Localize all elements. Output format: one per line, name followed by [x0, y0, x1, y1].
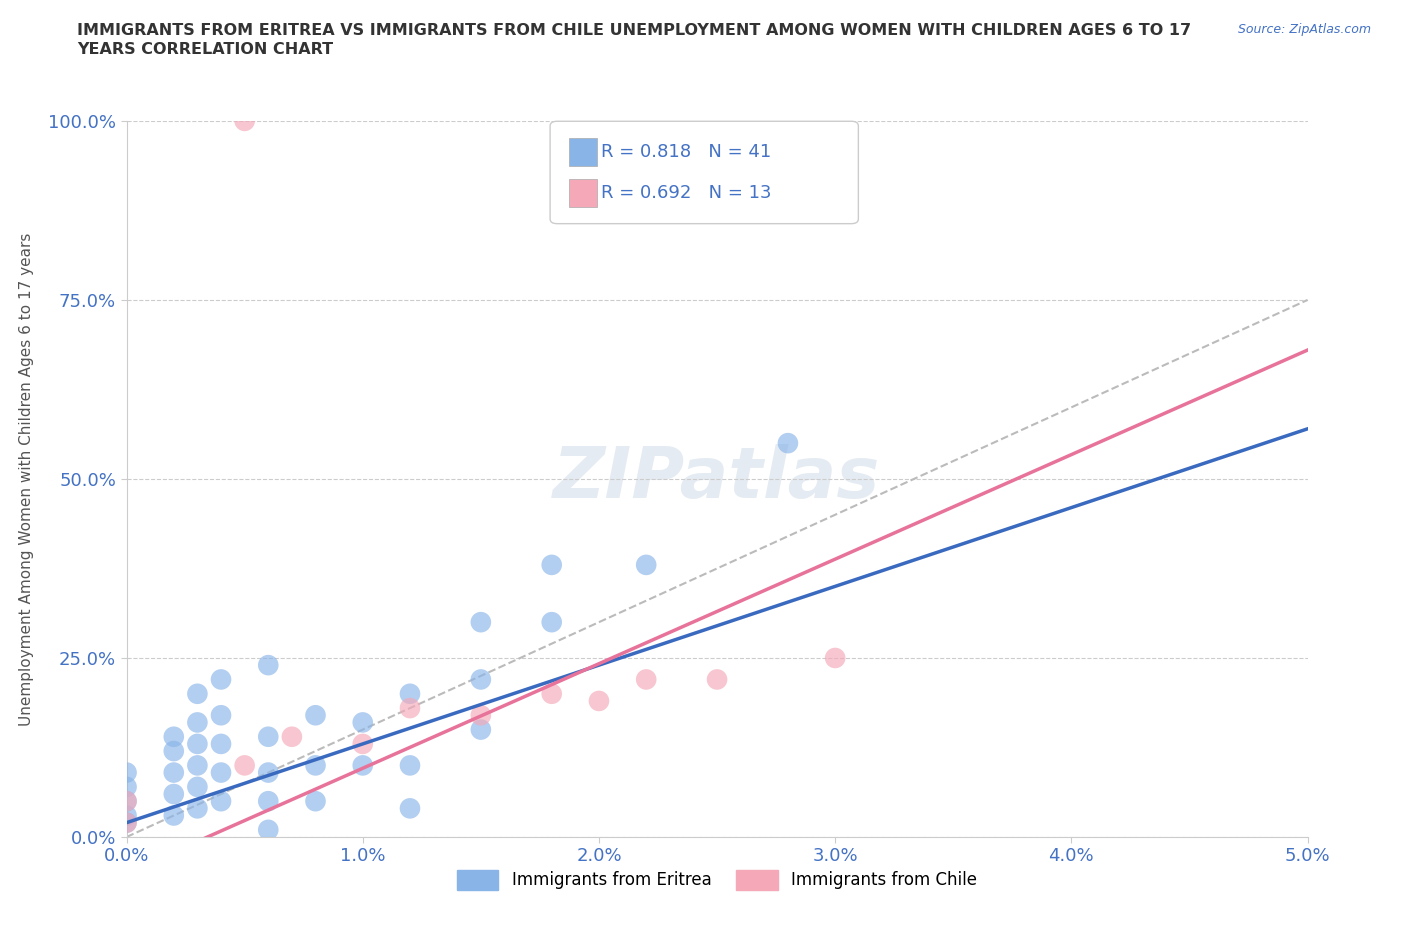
Immigrants from Chile [588, 694, 610, 709]
Immigrants from Eritrea [163, 744, 186, 759]
Immigrants from Chile [824, 651, 846, 666]
Immigrants from Eritrea [470, 722, 492, 737]
Immigrants from Chile [706, 672, 728, 687]
Immigrants from Eritrea [186, 779, 208, 794]
Legend: Immigrants from Eritrea, Immigrants from Chile: Immigrants from Eritrea, Immigrants from… [450, 863, 984, 897]
Immigrants from Eritrea [163, 808, 186, 823]
Immigrants from Eritrea [115, 808, 138, 823]
Immigrants from Eritrea [163, 787, 186, 802]
Immigrants from Eritrea [115, 779, 138, 794]
Immigrants from Eritrea [399, 758, 422, 773]
Immigrants from Eritrea [304, 794, 326, 809]
Immigrants from Chile [115, 794, 138, 809]
Immigrants from Eritrea [257, 794, 280, 809]
Immigrants from Eritrea [257, 822, 280, 837]
Immigrants from Chile [470, 708, 492, 723]
Immigrants from Chile [399, 700, 422, 715]
Text: YEARS CORRELATION CHART: YEARS CORRELATION CHART [77, 42, 333, 57]
Immigrants from Chile [233, 113, 256, 128]
Immigrants from Eritrea [304, 758, 326, 773]
Text: R = 0.818   N = 41: R = 0.818 N = 41 [602, 143, 772, 161]
Immigrants from Chile [352, 737, 374, 751]
Immigrants from Eritrea [540, 615, 562, 630]
Immigrants from Chile [540, 686, 562, 701]
Immigrants from Eritrea [186, 801, 208, 816]
Immigrants from Eritrea [304, 708, 326, 723]
Immigrants from Eritrea [163, 765, 186, 780]
Immigrants from Eritrea [115, 794, 138, 809]
Immigrants from Eritrea [399, 686, 422, 701]
Immigrants from Chile [233, 758, 256, 773]
Immigrants from Chile [115, 816, 138, 830]
Y-axis label: Unemployment Among Women with Children Ages 6 to 17 years: Unemployment Among Women with Children A… [20, 232, 34, 725]
Immigrants from Eritrea [163, 729, 186, 744]
Immigrants from Eritrea [257, 658, 280, 672]
Immigrants from Eritrea [470, 615, 492, 630]
Immigrants from Eritrea [115, 816, 138, 830]
Text: Source: ZipAtlas.com: Source: ZipAtlas.com [1237, 23, 1371, 36]
Text: ZIPatlas: ZIPatlas [554, 445, 880, 513]
Immigrants from Eritrea [209, 708, 232, 723]
Immigrants from Eritrea [115, 765, 138, 780]
Immigrants from Eritrea [776, 435, 799, 450]
Immigrants from Eritrea [257, 729, 280, 744]
Immigrants from Eritrea [399, 801, 422, 816]
Immigrants from Chile [281, 729, 304, 744]
Immigrants from Eritrea [257, 765, 280, 780]
Immigrants from Eritrea [352, 715, 374, 730]
Immigrants from Eritrea [636, 557, 658, 572]
Immigrants from Eritrea [209, 737, 232, 751]
Immigrants from Eritrea [540, 557, 562, 572]
Immigrants from Eritrea [209, 672, 232, 687]
Immigrants from Eritrea [209, 794, 232, 809]
Immigrants from Eritrea [470, 672, 492, 687]
Immigrants from Eritrea [186, 737, 208, 751]
Immigrants from Eritrea [186, 715, 208, 730]
Text: IMMIGRANTS FROM ERITREA VS IMMIGRANTS FROM CHILE UNEMPLOYMENT AMONG WOMEN WITH C: IMMIGRANTS FROM ERITREA VS IMMIGRANTS FR… [77, 23, 1191, 38]
Immigrants from Eritrea [352, 758, 374, 773]
Immigrants from Eritrea [186, 686, 208, 701]
Immigrants from Eritrea [209, 765, 232, 780]
Immigrants from Eritrea [186, 758, 208, 773]
Immigrants from Chile [636, 672, 658, 687]
Text: R = 0.692   N = 13: R = 0.692 N = 13 [602, 184, 772, 202]
